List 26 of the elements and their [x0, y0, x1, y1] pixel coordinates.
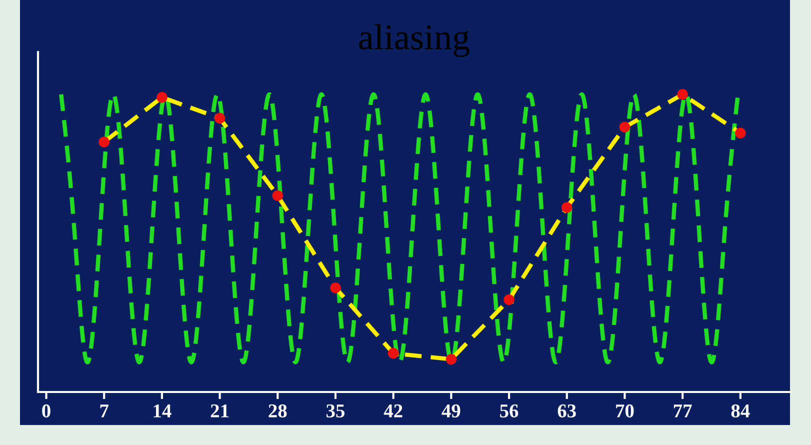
point [619, 122, 630, 132]
point [98, 136, 110, 148]
point [677, 89, 688, 100]
chart-title: aliasing [359, 24, 470, 58]
x-tick-label: 14 [154, 404, 172, 418]
x-tick-label: 56 [500, 404, 518, 418]
x-tick-label: 0 [42, 404, 50, 418]
point [562, 202, 572, 213]
x-tick-label: 21 [210, 404, 229, 418]
x-tick-label: 35 [326, 404, 345, 418]
x-tick-label: 63 [558, 404, 576, 418]
x-tick-label: 7 [100, 404, 108, 418]
x-tick-label: 28 [268, 404, 287, 418]
point [446, 354, 457, 365]
point [504, 294, 514, 306]
point [156, 92, 168, 103]
point [388, 348, 399, 359]
point [330, 282, 341, 294]
x-tick-label: 49 [442, 404, 460, 418]
point [272, 190, 284, 201]
point [214, 112, 226, 124]
point [735, 128, 746, 138]
x-tick-label: 42 [384, 404, 402, 418]
x-tick-label: 77 [674, 404, 692, 418]
x-tick-label: 70 [616, 404, 634, 418]
x-tick-label: 84 [731, 404, 750, 418]
